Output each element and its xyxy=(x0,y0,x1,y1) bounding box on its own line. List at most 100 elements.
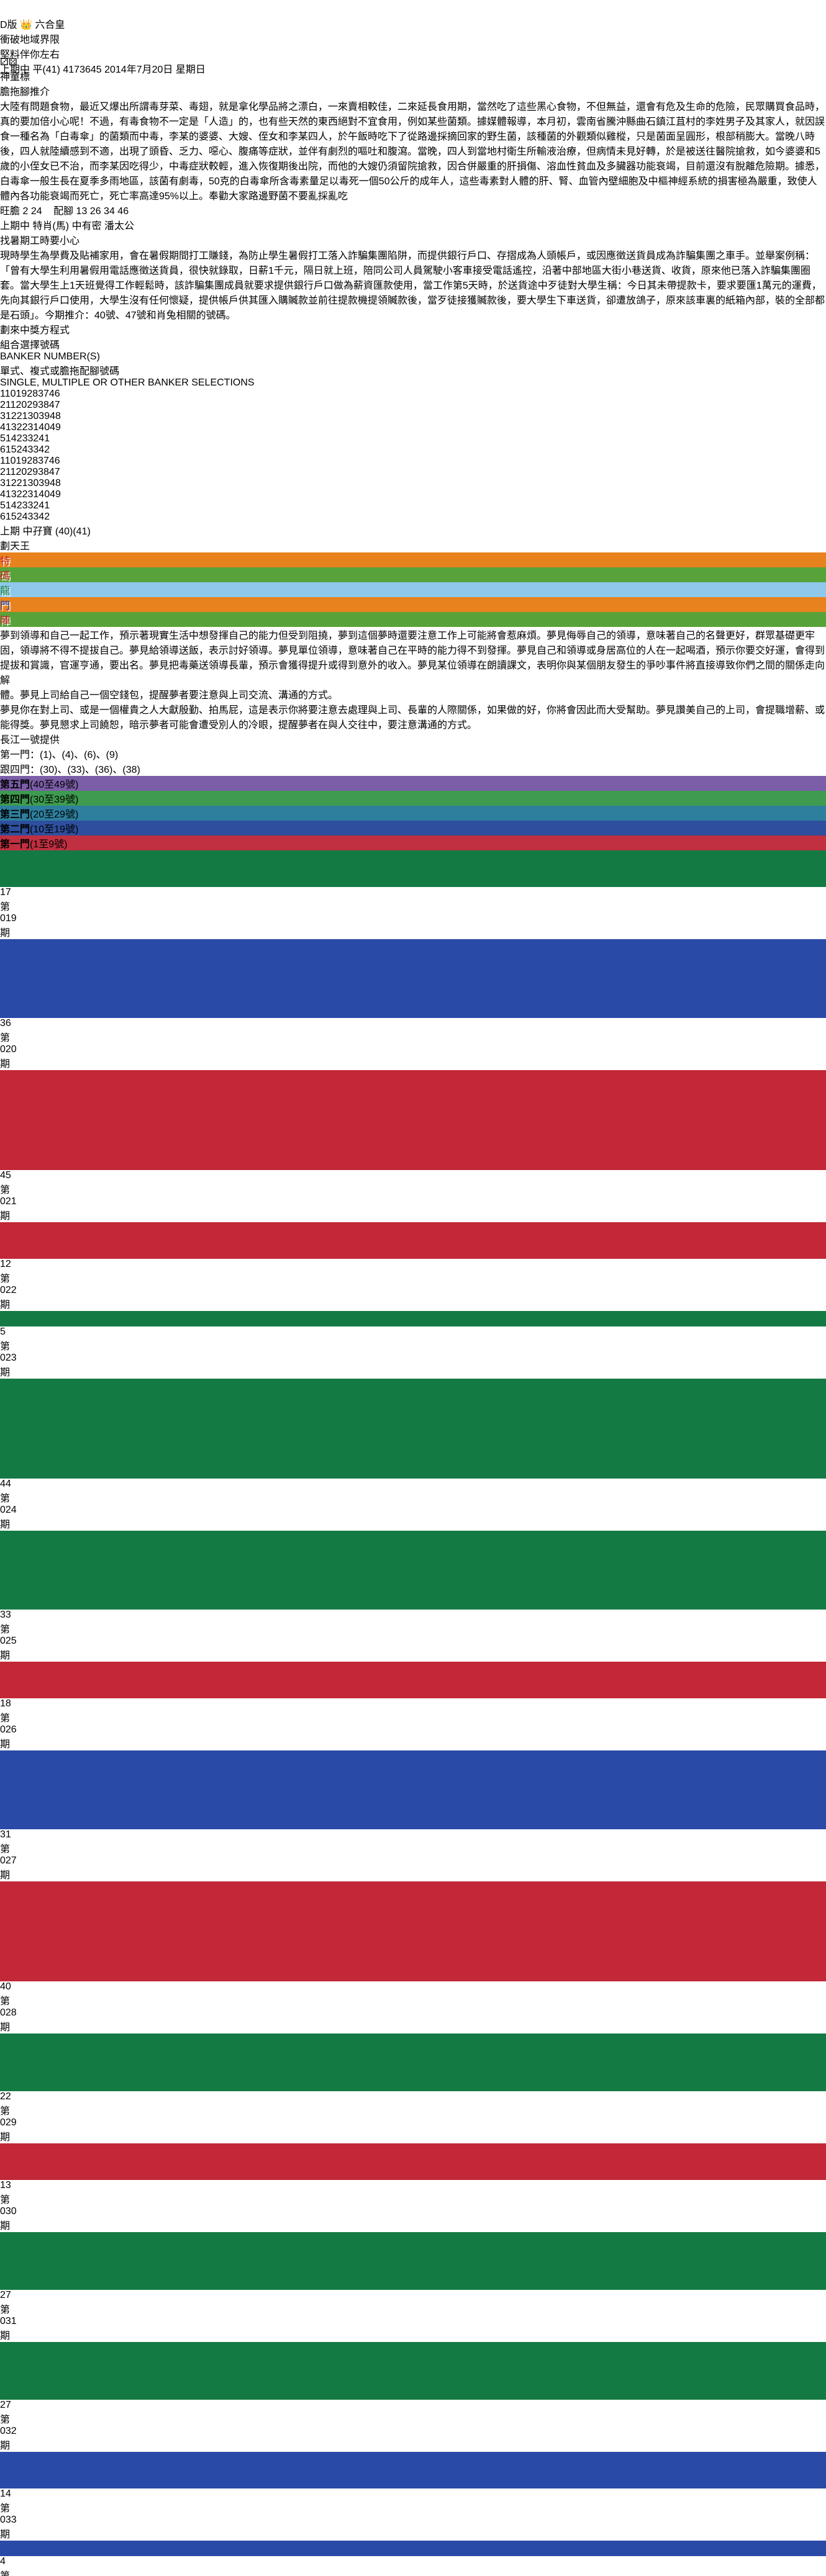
lottery-ball: 45 xyxy=(90,65,102,75)
article-prodigy-body: 大陸有問題食物，最近又爆出所謂毒芽菜、毒翅，就是拿化學品將之漂白，一來賣相較佳，… xyxy=(0,102,825,202)
bold-label: 旺膽 xyxy=(0,206,20,217)
slip-number: 49 xyxy=(50,489,61,500)
slip-number: 39 xyxy=(39,411,50,421)
provider-picks: 第一門：(1)、(4)、(6)、(9) 跟四門：(30)、(33)、(36)、(3… xyxy=(0,746,826,776)
bold-numbers: 2 24 xyxy=(22,206,45,217)
article-mid-author: 潘太公 xyxy=(104,221,135,232)
slip-left-header: 組合選擇號碼 BANKER NUMBER(S) xyxy=(0,340,100,362)
slip-number: 21 xyxy=(16,411,28,421)
article-prodigy: ⚂⚄ 神童標 膽拖腳推介 大陸有問題食物，最近又爆出所謂毒芽菜、毒翅，就是拿化學… xyxy=(0,56,826,217)
gate-chart-column: 36 第 020 期 xyxy=(0,939,826,1070)
slip-number: 40 xyxy=(39,489,50,500)
slip-number: 31 xyxy=(27,489,39,500)
slip-number: 10 xyxy=(4,389,16,399)
slip-number: 28 xyxy=(27,456,39,466)
dream-text-col1: 夢到領導和自己一起工作，預示著現實生活中想發揮自己的能力但受到阻撓，夢到這個夢時… xyxy=(0,631,825,686)
slip-number: 5 xyxy=(0,433,6,444)
slip-number: 29 xyxy=(27,400,39,410)
bet-slip: 組合選擇號碼 BANKER NUMBER(S) 單式、複式或膽拖配腳號碼 SINGLE… xyxy=(0,336,826,523)
slip-number: 41 xyxy=(39,433,50,444)
gate-labels: 第五門(40至49號) 第四門(30至39號) 第三門(20至29號) 第二門(10至… xyxy=(0,776,826,850)
bold-number-tile: 2 xyxy=(22,206,29,217)
slip-number: 24 xyxy=(16,511,28,522)
slip-number: 12 xyxy=(5,478,17,489)
slip-number: 12 xyxy=(5,411,17,421)
gate-chart-column: 31 第 027 期 xyxy=(0,1750,826,1881)
slip-number: 11 xyxy=(5,400,16,410)
slip-number: 32 xyxy=(27,500,39,511)
slip-number: 42 xyxy=(39,444,50,455)
article-mid-body: 現時學生為學費及貼補家用，會在暑假期間打工賺錢，為防止學生暑假打工落入詐騙集團陷… xyxy=(0,251,825,321)
slip-number: 32 xyxy=(27,433,39,444)
slip-number: 22 xyxy=(16,422,28,433)
slip-number: 15 xyxy=(5,511,17,522)
slip-number: 49 xyxy=(50,422,61,433)
slip-number: 20 xyxy=(16,467,27,477)
leg-numbers: 13 26 34 46 xyxy=(76,206,129,217)
slip-number: 1 xyxy=(0,456,5,466)
gate-label: 第五門(40至49號) xyxy=(0,776,826,791)
mid-burst: 上期中 特肖(馬) xyxy=(0,221,70,232)
slip-number: 3 xyxy=(0,478,6,489)
slip-number: 19 xyxy=(16,456,27,466)
slip-number: 48 xyxy=(50,411,61,421)
slip-number: 30 xyxy=(27,478,39,489)
slip-number: 38 xyxy=(38,467,49,477)
lottery-ball: 4 xyxy=(63,65,69,75)
slip-number: 13 xyxy=(5,489,17,500)
slip-number: 48 xyxy=(50,478,61,489)
gate-chart-column: 27 第 031 期 xyxy=(0,2232,826,2342)
slip-number: 47 xyxy=(48,467,60,477)
articles-row: ⚂⚄ 神童標 膽拖腳推介 大陸有問題食物，最近又爆出所謂毒芽菜、毒翅，就是拿化學… xyxy=(0,56,826,552)
slip-number: 23 xyxy=(16,500,28,511)
gate-chart-column: 18 第 026 期 xyxy=(0,1662,826,1750)
slip-number: 38 xyxy=(38,400,49,410)
dragon-title-block: 龍 xyxy=(0,582,826,597)
ticket-king-logo: 劃天王 xyxy=(0,541,30,552)
leg-number-tile: 46 xyxy=(117,206,129,217)
article-prodigy-numbers: 旺膽 2 24 配腳 13 26 34 46 xyxy=(0,202,826,217)
gate-label: 第四門(30至39號) xyxy=(0,791,826,806)
gate-plot: 17 第 019 期 36 第 020 期 45 第 021 期 12 第 022 期 5 第 023 期 44 第 024… xyxy=(0,850,826,2576)
masthead: D版 👑 六合皇 衝破地域界限 堅料伴你左右 上期中 平(41) 4173645… xyxy=(0,16,826,75)
masthead-balls: 4173645 xyxy=(63,65,101,75)
article-prodigy-subtitle: 膽拖腳推介 xyxy=(0,87,50,97)
slip-number: 6 xyxy=(0,444,6,455)
slip-number: 33 xyxy=(27,511,39,522)
gate-chart: 第五門(40至49號) 第四門(30至39號) 第三門(20至29號) 第二門(10至… xyxy=(0,776,826,2576)
gate-chart-column: 27 第 032 期 xyxy=(0,2342,826,2452)
slip-number: 1 xyxy=(0,389,5,399)
slip-number: 40 xyxy=(39,422,50,433)
slip-number: 5 xyxy=(0,500,6,511)
slip-number: 46 xyxy=(48,389,60,399)
article-scam-warning: 上期中 特肖(馬) 中有密 潘太公 找暑期工時要小心 現時學生為學費及貼補家用，… xyxy=(0,217,826,322)
slip-number: 19 xyxy=(16,389,27,399)
gate-chart-column: 44 第 024 期 xyxy=(0,1379,826,1531)
gate-chart-column: 4第034期 xyxy=(0,2541,826,2576)
slip-number: 22 xyxy=(16,489,28,500)
dream-text-col2: 體。夢見上司給自己一個空錢包，提醒夢者要注意與上司交流、溝通的方式。 夢見你在對… xyxy=(0,690,826,776)
gate-label: 第一門(1至9號) xyxy=(0,835,826,850)
provider-pick-line: 第一門：(1)、(4)、(6)、(9) xyxy=(0,750,119,760)
leg-number-tile: 26 xyxy=(89,206,101,217)
bold-number-tile: 24 xyxy=(30,206,42,217)
edition-badge: D版 xyxy=(0,20,17,30)
slip-number: 14 xyxy=(5,433,17,444)
slip-number: 4 xyxy=(0,489,6,500)
dice-icon: ⚂⚄ xyxy=(0,57,17,68)
article-mid-title: 中有密 xyxy=(71,221,102,232)
gate-chart-column: 12 第 022 期 xyxy=(0,1222,826,1311)
slip-number: 11 xyxy=(5,467,16,477)
gate-chart-column: 13 第 030 期 xyxy=(0,2143,826,2232)
slip-number: 10 xyxy=(4,456,16,466)
ticket-king-headline: 劃來中獎方程式 xyxy=(0,325,70,336)
slip-number: 15 xyxy=(5,444,17,455)
slip-number: 6 xyxy=(0,511,6,522)
slip-number: 47 xyxy=(48,400,60,410)
gate-label: 第三門(20至29號) xyxy=(0,806,826,821)
slip-number: 4 xyxy=(0,422,6,433)
slip-number: 39 xyxy=(39,478,50,489)
dragon-gate-band: 特碼龍門陣 夢到領導和自己一起工作，預示著現實生活中想發揮自己的能力但受到阻撓，… xyxy=(0,552,826,776)
slip-number: 23 xyxy=(16,433,28,444)
lottery-ball: 36 xyxy=(79,65,91,75)
